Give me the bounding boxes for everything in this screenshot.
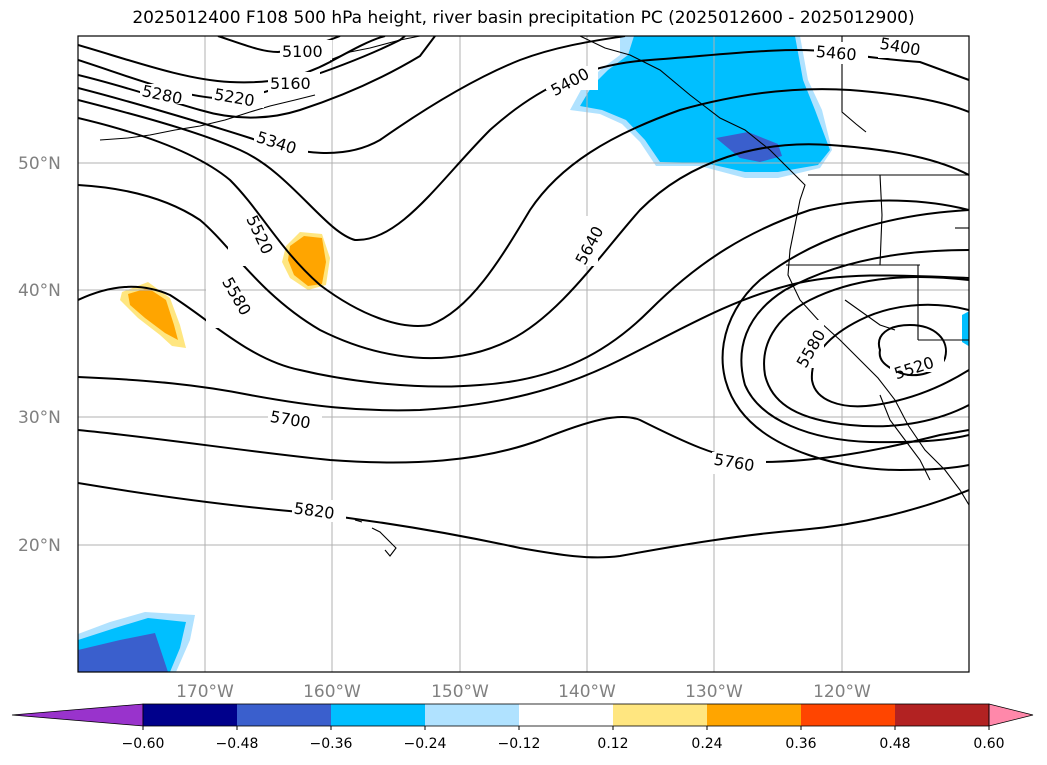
- lon-label-170w: 170°W: [176, 682, 234, 702]
- colorbar-tick-label: 0.48: [879, 736, 910, 752]
- graticule: [78, 36, 969, 672]
- precip-negative-east-edge: [962, 311, 969, 347]
- lat-label-50n: 50°N: [18, 154, 61, 174]
- colorbar-segment: [707, 704, 802, 726]
- colorbar-tick-label: 0.12: [597, 736, 628, 752]
- lat-label-40n: 40°N: [18, 281, 61, 301]
- colorbar-segment: [519, 704, 614, 726]
- contour-label-5100: 5100: [282, 42, 323, 61]
- colorbar-segment: [237, 704, 332, 726]
- colorbar-tick-label: 0.24: [691, 736, 722, 752]
- colorbar-tick-label: 0.60: [973, 736, 1004, 752]
- colorbar-tick-label: −0.48: [216, 736, 259, 752]
- lon-label-160w: 160°W: [303, 682, 361, 702]
- lat-label-20n: 20°N: [18, 536, 61, 556]
- contour-labels: 5100 5160 5220 5280 5340 5400 5400 5460 …: [140, 34, 944, 523]
- colorbar-tick-label: −0.12: [498, 736, 541, 752]
- contour-label-5460: 5460: [815, 42, 857, 64]
- colorbar-border: [142, 703, 990, 727]
- colorbar-segment: [895, 704, 990, 726]
- colorbar-extend-low: [11, 703, 144, 727]
- map-title: 2025012400 F108 500 hPa height, river ba…: [132, 8, 915, 28]
- colorbar-tick-label: 0.36: [785, 736, 816, 752]
- lon-label-130w: 130°W: [685, 682, 743, 702]
- colorbar-segment: [425, 704, 520, 726]
- colorbar: −0.60 −0.48 −0.36 −0.24 −0.12 0.12 0.24 0.36 0.4…: [11, 703, 1034, 752]
- height-contours: [78, 36, 969, 559]
- colorbar-tick-label: −0.60: [122, 736, 165, 752]
- map-border: [77, 35, 970, 673]
- precip-positive-patch-central: [282, 232, 330, 290]
- colorbar-segment: [143, 704, 238, 726]
- colorbar-segment: [613, 704, 708, 726]
- precip-positive-patch-west: [120, 282, 186, 348]
- colorbar-tick-label: −0.36: [310, 736, 353, 752]
- contour-label-5400-ne: 5400: [878, 34, 921, 60]
- lat-label-30n: 30°N: [18, 408, 61, 428]
- map-area: [78, 36, 969, 672]
- colorbar-extend-high: [988, 703, 1034, 727]
- lon-label-120w: 120°W: [813, 682, 871, 702]
- colorbar-tick-label: −0.24: [404, 736, 447, 752]
- precip-negative-southwest: [78, 612, 195, 672]
- lon-label-150w: 150°W: [431, 682, 489, 702]
- lon-label-140w: 140°W: [558, 682, 616, 702]
- colorbar-segment: [801, 704, 896, 726]
- contour-label-5160: 5160: [270, 74, 311, 93]
- colorbar-segment: [331, 704, 426, 726]
